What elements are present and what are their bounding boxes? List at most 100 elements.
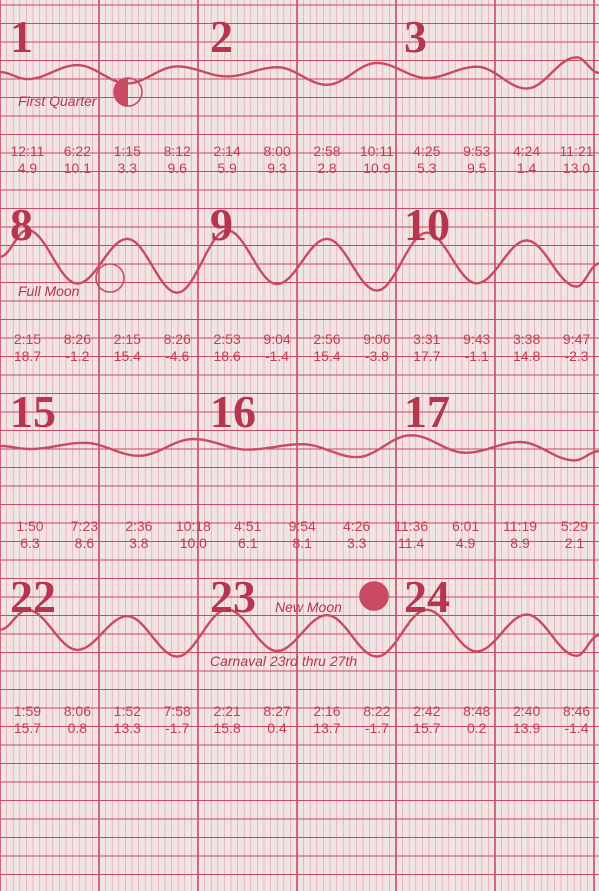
- tide-time-label: 8:46: [563, 703, 590, 719]
- tide-height-label: 8.1: [292, 535, 312, 551]
- tide-height-label: -1.7: [165, 720, 189, 736]
- tide-time-label: 2:16: [313, 703, 340, 719]
- annotation-label: First Quarter: [18, 93, 98, 109]
- moon-phase-icon: [359, 581, 389, 611]
- tide-time-label: 9:04: [263, 331, 290, 347]
- tide-time-label: 2:53: [213, 331, 240, 347]
- moon-phase-shade: [114, 78, 128, 106]
- tide-height-label: -4.6: [165, 348, 189, 364]
- tide-height-label: 15.7: [14, 720, 41, 736]
- tide-time-label: 10:11: [360, 143, 394, 159]
- tide-height-label: 5.9: [217, 160, 237, 176]
- tide-time-label: 10:18: [176, 518, 211, 534]
- tide-time-label: 8:26: [64, 331, 91, 347]
- tide-time-label: 2:56: [313, 331, 340, 347]
- curve-layer: [0, 56, 599, 658]
- tide-curve-1: [0, 228, 599, 295]
- tide-height-label: 14.8: [513, 348, 540, 364]
- tide-height-label: 15.8: [213, 720, 240, 736]
- tide-time-label: 1:59: [14, 703, 41, 719]
- day-number: 17: [404, 386, 450, 437]
- annotation-label: Full Moon: [18, 283, 80, 299]
- tide-height-label: 6.1: [238, 535, 258, 551]
- annotation-label: Carnaval 23rd thru 27th: [210, 653, 357, 669]
- tide-time-label: 9:43: [463, 331, 490, 347]
- tide-time-label: 9:54: [289, 518, 316, 534]
- day-number: 8: [10, 199, 33, 250]
- day-number: 16: [210, 386, 256, 437]
- tide-height-label: -1.1: [465, 348, 489, 364]
- tide-height-label: -1.2: [65, 348, 89, 364]
- tide-time-label: 4:26: [343, 518, 370, 534]
- day-number: 23: [210, 571, 256, 622]
- tide-height-label: 13.3: [114, 720, 141, 736]
- tide-height-label: -3.8: [365, 348, 389, 364]
- blank-panel: [0, 740, 599, 891]
- tide-height-label: -1.4: [265, 348, 289, 364]
- tide-time-label: 11:19: [503, 518, 537, 534]
- day-number: 2: [210, 11, 233, 62]
- day-number: 24: [404, 571, 450, 622]
- tide-height-label: 9.3: [267, 160, 287, 176]
- tide-height-label: 3.8: [129, 535, 149, 551]
- tide-height-label: 1.4: [517, 160, 537, 176]
- label-layer: 1 2 312:114.96:2210.11:153.38:129.62:145.9…: [10, 11, 594, 736]
- tide-time-label: 1:50: [16, 518, 43, 534]
- tide-time-label: 7:58: [164, 703, 191, 719]
- tide-time-label: 3:38: [513, 331, 540, 347]
- tide-height-label: 3.3: [347, 535, 367, 551]
- tide-time-label: 9:06: [363, 331, 390, 347]
- tide-height-label: 2.1: [565, 535, 585, 551]
- tide-height-label: 2.8: [317, 160, 337, 176]
- tide-time-label: 11:21: [560, 143, 594, 159]
- tide-height-label: 17.7: [413, 348, 440, 364]
- tide-time-label: 4:51: [234, 518, 261, 534]
- day-number: 9: [210, 199, 233, 250]
- tide-time-label: 2:42: [413, 703, 440, 719]
- tide-time-label: 2:14: [213, 143, 240, 159]
- tide-height-label: 13.7: [313, 720, 340, 736]
- tide-time-label: 8:06: [64, 703, 91, 719]
- tide-height-label: 10.9: [363, 160, 390, 176]
- tide-time-label: 8:22: [363, 703, 390, 719]
- tide-time-label: 6:01: [452, 518, 479, 534]
- day-number: 15: [10, 386, 56, 437]
- tide-height-label: 13.0: [563, 160, 590, 176]
- tide-height-label: 0.4: [267, 720, 287, 736]
- tide-height-label: 15.4: [313, 348, 340, 364]
- tide-time-label: 2:36: [125, 518, 152, 534]
- tide-height-label: -1.7: [365, 720, 389, 736]
- tide-time-label: 8:26: [164, 331, 191, 347]
- tide-height-label: 4.9: [18, 160, 38, 176]
- tide-time-label: 1:52: [114, 703, 141, 719]
- tide-height-label: 9.5: [467, 160, 487, 176]
- tide-height-label: 15.4: [114, 348, 141, 364]
- tide-height-label: 3.3: [118, 160, 138, 176]
- tide-height-label: -1.4: [564, 720, 588, 736]
- tide-time-label: 4:25: [413, 143, 440, 159]
- tide-time-label: 1:15: [114, 143, 141, 159]
- tide-time-label: 12:11: [10, 143, 44, 159]
- tide-height-label: 13.9: [513, 720, 540, 736]
- tide-curve-2: [0, 434, 599, 462]
- day-number: 22: [10, 571, 56, 622]
- tide-time-label: 2:58: [313, 143, 340, 159]
- annotation-label: New Moon: [275, 599, 342, 615]
- tide-time-label: 2:40: [513, 703, 540, 719]
- tide-height-label: 6.3: [20, 535, 40, 551]
- tide-curve-3: [0, 608, 599, 658]
- tide-height-label: -2.3: [564, 348, 588, 364]
- tide-time-label: 2:15: [114, 331, 141, 347]
- tide-height-label: 11.4: [398, 535, 424, 551]
- tide-time-label: 8:00: [263, 143, 290, 159]
- tide-height-label: 8.9: [510, 535, 530, 551]
- tide-time-label: 11:36: [394, 518, 428, 534]
- tide-height-label: 0.2: [467, 720, 487, 736]
- tide-curve-0: [0, 56, 599, 90]
- tide-time-label: 8:12: [164, 143, 191, 159]
- tide-time-label: 2:21: [213, 703, 240, 719]
- tide-height-label: 10.0: [180, 535, 207, 551]
- tide-height-label: 4.9: [456, 535, 476, 551]
